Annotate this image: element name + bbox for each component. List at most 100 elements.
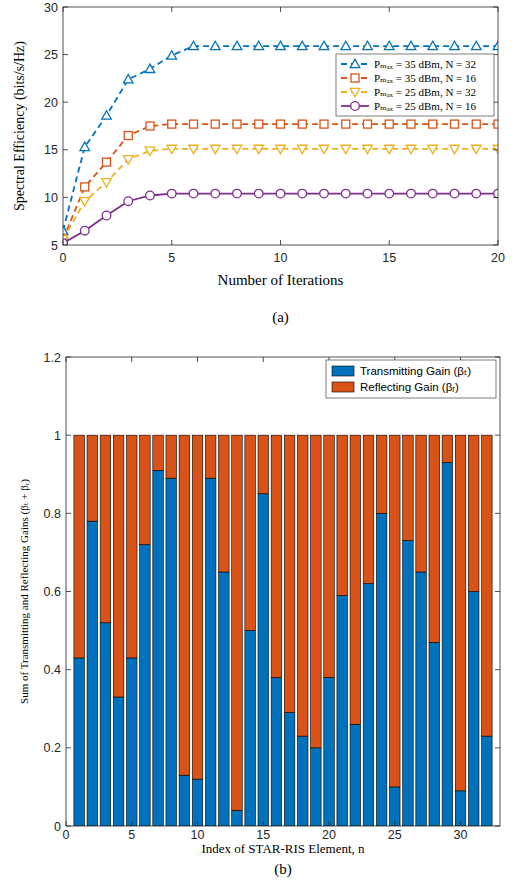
series-marker	[363, 189, 372, 198]
bar	[350, 435, 361, 724]
bar	[179, 775, 190, 826]
legend-label: Pₘₐₓ = 35 dBm, N = 16	[374, 72, 477, 84]
bar	[205, 435, 216, 478]
y-tick	[66, 357, 71, 358]
legend-swatch	[332, 382, 354, 392]
series-marker	[211, 120, 219, 128]
x-tick	[280, 7, 281, 12]
bar	[297, 736, 308, 826]
series-marker	[342, 120, 350, 128]
bar	[166, 478, 177, 826]
bar	[376, 435, 387, 513]
series-marker	[124, 197, 133, 206]
x-tick-label: 5	[168, 251, 175, 265]
bar	[179, 435, 190, 775]
bar	[113, 697, 124, 826]
bar	[416, 572, 427, 826]
series-marker	[233, 189, 242, 198]
legend-marker	[350, 59, 360, 67]
y-tick-label: 0.8	[44, 507, 61, 521]
y-tick	[66, 747, 71, 748]
x-tick-label: 15	[256, 828, 270, 842]
series-marker	[276, 145, 286, 153]
series-marker	[232, 41, 242, 49]
bar	[324, 677, 335, 826]
bar	[127, 435, 138, 658]
bar	[482, 435, 493, 736]
x-tick	[498, 7, 499, 12]
marks	[74, 435, 492, 826]
legend-marker	[351, 74, 359, 82]
legend-swatch	[332, 366, 354, 376]
bar	[468, 592, 479, 827]
legend-label: Pₘₐₓ = 25 dBm, N = 16	[374, 100, 477, 112]
series-marker	[364, 120, 372, 128]
marks	[63, 41, 498, 245]
y-tick-label: 0	[54, 820, 61, 834]
bar	[350, 724, 361, 826]
series-marker	[471, 145, 481, 153]
series-marker	[428, 41, 438, 49]
series-marker	[406, 145, 416, 153]
series-line	[63, 124, 498, 239]
series-marker	[123, 156, 133, 164]
series-marker	[341, 189, 350, 198]
bar	[429, 642, 440, 826]
bar	[140, 435, 151, 544]
series-marker	[254, 41, 264, 49]
series-marker	[319, 41, 329, 49]
y-tick-label: 1.2	[44, 351, 61, 365]
bar	[100, 435, 111, 623]
series-marker	[494, 120, 498, 128]
series-marker	[472, 189, 481, 198]
series-marker	[232, 145, 242, 153]
y-tick	[66, 591, 71, 592]
bar	[324, 435, 335, 677]
series-marker	[276, 189, 285, 198]
series-marker	[320, 189, 329, 198]
bar	[390, 435, 401, 787]
y-tick	[493, 245, 498, 246]
bar	[153, 470, 164, 826]
series-marker	[80, 142, 90, 150]
y-tick	[63, 54, 68, 55]
bar	[205, 478, 216, 826]
y-tick-label: 1	[54, 429, 61, 443]
bar	[271, 677, 282, 826]
series-marker	[494, 189, 498, 198]
series-marker	[233, 120, 241, 128]
plot-area	[63, 7, 498, 245]
bar	[232, 810, 243, 826]
bar	[127, 658, 138, 826]
bar	[219, 435, 230, 572]
series-marker	[451, 120, 459, 128]
y-tick	[66, 435, 71, 436]
series-marker	[80, 198, 90, 206]
chart: 05101520253000.20.40.60.811.2Index of ST…	[18, 351, 500, 879]
bar	[442, 435, 453, 462]
x-axis-label: Number of Iterations	[218, 272, 344, 288]
series-marker	[103, 158, 111, 166]
series-marker	[298, 120, 306, 128]
series-marker	[472, 120, 480, 128]
bar	[311, 435, 322, 748]
y-tick	[66, 826, 71, 827]
y-axis-label: Spectral Efficiency (bits/s/Hz)	[12, 41, 28, 211]
series-marker	[384, 145, 394, 153]
x-tick	[197, 821, 198, 826]
series-marker	[363, 41, 373, 49]
y-axis-label: Sum of Transmitting and Reflecting Gains…	[18, 479, 31, 704]
series-marker	[190, 120, 198, 128]
legend-marker	[351, 102, 360, 111]
series-marker	[471, 41, 481, 49]
y-tick	[493, 197, 498, 198]
y-tick-label: 25	[44, 48, 58, 62]
legend: Pₘₐₓ = 35 dBm, N = 32Pₘₐₓ = 35 dBm, N = …	[336, 54, 494, 116]
x-tick	[389, 240, 390, 245]
series-marker	[167, 51, 177, 59]
bar	[74, 658, 85, 826]
x-tick	[263, 821, 264, 826]
series-marker	[320, 120, 328, 128]
x-tick	[197, 357, 198, 362]
series-marker	[80, 226, 89, 235]
